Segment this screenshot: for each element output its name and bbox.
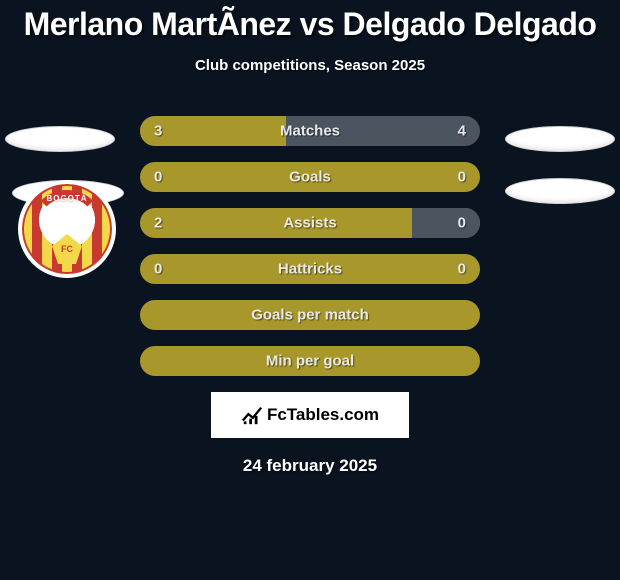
stat-label: Goals [289,169,331,186]
stat-label: Matches [280,123,340,140]
stat-bar-min-per-goal: Min per goal [140,346,480,376]
club-badge: BOGOTÁ FC [18,180,116,278]
stat-value-left: 0 [154,261,162,278]
stat-value-left: 3 [154,123,162,140]
stat-bar-matches: Matches 3 4 [140,116,480,146]
player-right-ellipse-1 [505,126,615,152]
fctables-logo-icon [241,404,263,426]
stat-value-left: 2 [154,215,162,232]
stat-label: Goals per match [251,307,369,324]
stat-label: Assists [283,215,336,232]
stat-value-right: 4 [458,123,466,140]
page-title: Merlano MartÃ­nez vs Delgado Delgado [0,0,620,43]
stat-label: Min per goal [266,353,354,370]
stat-label: Hattricks [278,261,342,278]
date-line: 24 february 2025 [0,456,620,476]
bar-right-fill [412,208,480,238]
subtitle: Club competitions, Season 2025 [0,57,620,74]
stat-bar-goals-per-match: Goals per match [140,300,480,330]
badge-city-text: BOGOTÁ [46,194,87,203]
player-right-ellipse-2 [505,178,615,204]
stat-bar-goals: Goals 0 0 [140,162,480,192]
stat-value-right: 0 [458,261,466,278]
stat-value-right: 0 [458,215,466,232]
brand-text: FcTables.com [267,405,379,425]
stat-bar-assists: Assists 2 0 [140,208,480,238]
stat-value-left: 0 [154,169,162,186]
brand-box[interactable]: FcTables.com [211,392,409,438]
stat-value-right: 0 [458,169,466,186]
stat-bar-hattricks: Hattricks 0 0 [140,254,480,284]
player-left-ellipse [5,126,115,152]
club-badge-container: BOGOTÁ FC [8,180,128,280]
